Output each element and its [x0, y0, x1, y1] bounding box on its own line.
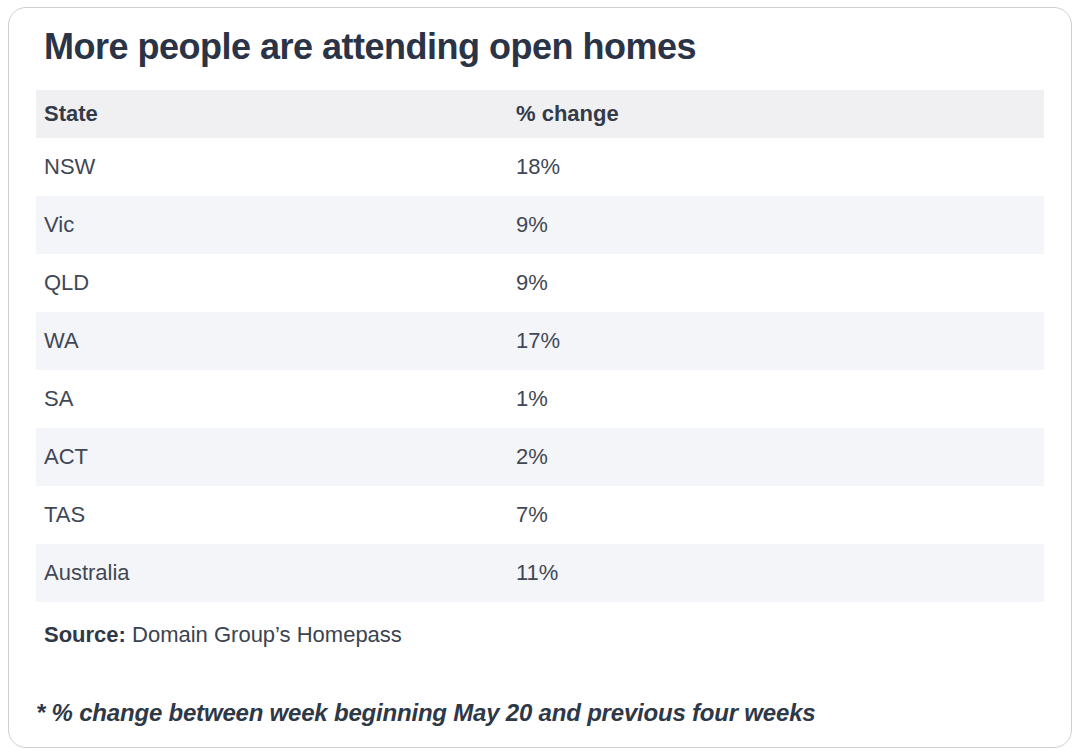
change-cell: 7% — [516, 502, 1044, 528]
table-row: TAS7% — [36, 486, 1044, 544]
column-header-change: % change — [516, 101, 1044, 127]
change-cell: 9% — [516, 270, 1044, 296]
data-card: More people are attending open homes Sta… — [8, 7, 1072, 748]
source-label: Source: — [44, 622, 126, 647]
change-cell: 17% — [516, 328, 1044, 354]
table-row: QLD9% — [36, 254, 1044, 312]
source-text: Domain Group’s Homepass — [126, 622, 402, 647]
source-line: Source: Domain Group’s Homepass — [36, 620, 1044, 651]
table-row: WA17% — [36, 312, 1044, 370]
table-body: NSW18%Vic9%QLD9%WA17%SA1%ACT2%TAS7%Austr… — [36, 138, 1044, 602]
table-row: Vic9% — [36, 196, 1044, 254]
footnote: * % change between week beginning May 20… — [36, 699, 1044, 727]
state-cell: Australia — [36, 560, 516, 586]
change-cell: 1% — [516, 386, 1044, 412]
change-cell: 18% — [516, 154, 1044, 180]
state-cell: WA — [36, 328, 516, 354]
table-row: Australia11% — [36, 544, 1044, 602]
change-cell: 9% — [516, 212, 1044, 238]
column-header-state: State — [36, 101, 516, 127]
table-row: SA1% — [36, 370, 1044, 428]
chart-title: More people are attending open homes — [44, 29, 1044, 65]
table-row: NSW18% — [36, 138, 1044, 196]
state-change-table: State % change NSW18%Vic9%QLD9%WA17%SA1%… — [36, 90, 1044, 602]
state-cell: TAS — [36, 502, 516, 528]
state-cell: SA — [36, 386, 516, 412]
state-cell: QLD — [36, 270, 516, 296]
change-cell: 2% — [516, 444, 1044, 470]
state-cell: Vic — [36, 212, 516, 238]
table-header-row: State % change — [36, 90, 1044, 138]
state-cell: NSW — [36, 154, 516, 180]
change-cell: 11% — [516, 560, 1044, 586]
state-cell: ACT — [36, 444, 516, 470]
table-row: ACT2% — [36, 428, 1044, 486]
